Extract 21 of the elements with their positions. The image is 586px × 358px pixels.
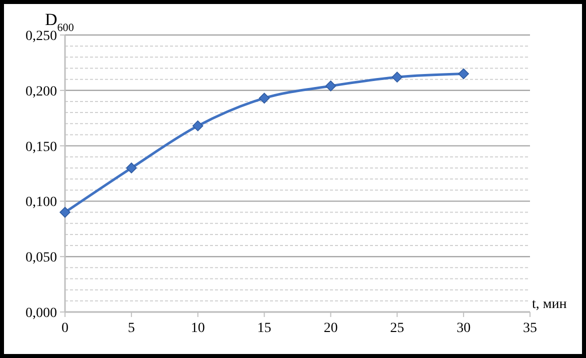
y-tick-label: 0,150 bbox=[26, 140, 57, 155]
x-tick-label: 20 bbox=[324, 321, 338, 336]
point bbox=[258, 92, 270, 104]
point bbox=[325, 80, 336, 92]
y-tick-label: 0,050 bbox=[26, 250, 57, 266]
x-tick-label: 0 bbox=[62, 321, 68, 336]
y-tick-label: 0,100 bbox=[26, 195, 57, 210]
x-tick-label: 30 bbox=[456, 321, 471, 336]
point bbox=[392, 72, 403, 83]
x-axis-title: t, мин bbox=[532, 297, 568, 312]
point bbox=[60, 206, 70, 218]
x-tick-label: 25 bbox=[390, 321, 404, 336]
y-tick-label: 0,000 bbox=[26, 306, 57, 321]
x-tick-label: 15 bbox=[257, 321, 272, 336]
x-tick-label: 35 bbox=[523, 321, 537, 336]
point bbox=[192, 120, 204, 132]
y-tick-label: 0,200 bbox=[26, 84, 57, 100]
x-tick-label: 5 bbox=[128, 321, 135, 336]
point bbox=[458, 68, 469, 80]
point bbox=[126, 162, 137, 174]
x-tick-label: 10 bbox=[190, 321, 205, 336]
